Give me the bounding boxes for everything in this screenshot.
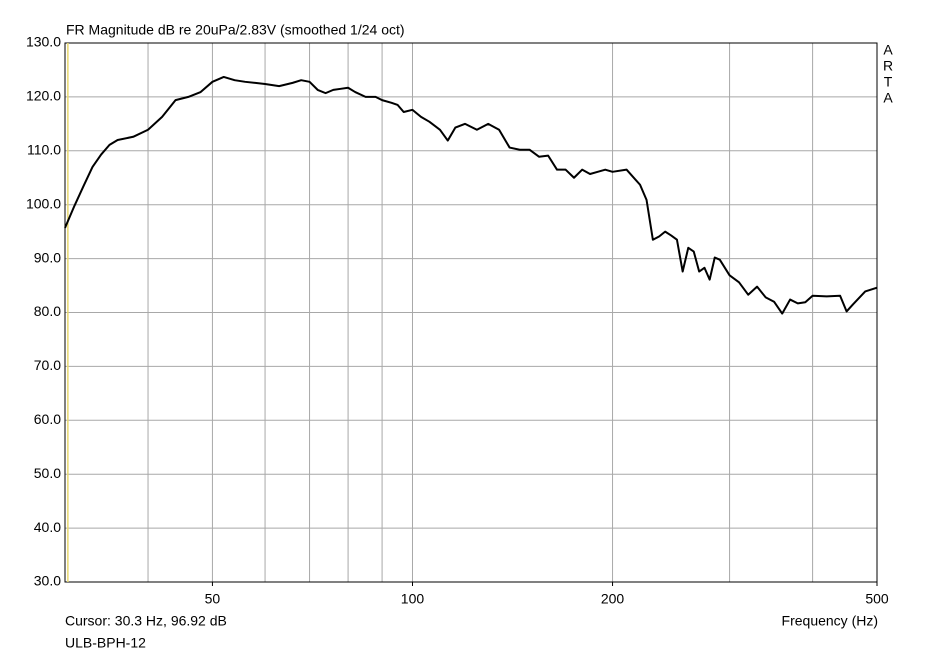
x-tick-label: 100: [401, 591, 425, 607]
response-line: [64, 75, 878, 315]
y-tick-label: 130.0: [26, 34, 61, 50]
x-axis-label: Frequency (Hz): [782, 613, 878, 629]
cursor-readout: Cursor: 30.3 Hz, 96.92 dB: [65, 613, 227, 629]
x-tick-label: 200: [601, 591, 625, 607]
y-tick-label: 80.0: [34, 303, 61, 319]
y-tick-label: 120.0: [26, 88, 61, 104]
device-name: ULB-BPH-12: [65, 635, 146, 651]
y-tick-label: 50.0: [34, 465, 61, 481]
y-tick-label: 30.0: [34, 573, 61, 589]
x-tick-label: 50: [205, 591, 221, 607]
plot-frame: [64, 42, 878, 583]
y-tick-label: 70.0: [34, 357, 61, 373]
brand-letter: T: [884, 74, 893, 90]
y-tick-label: 60.0: [34, 411, 61, 427]
brand-letter: A: [883, 42, 893, 58]
chart-title: FR Magnitude dB re 20uPa/2.83V (smoothed…: [66, 22, 405, 38]
y-tick-label: 110.0: [27, 142, 61, 158]
y-tick-label: 40.0: [34, 519, 61, 535]
y-tick-label: 100.0: [26, 195, 61, 211]
y-tick-label: 90.0: [34, 249, 61, 265]
brand-letter: A: [883, 90, 893, 106]
x-tick-label: 500: [865, 591, 889, 607]
brand-letter: R: [883, 58, 893, 74]
